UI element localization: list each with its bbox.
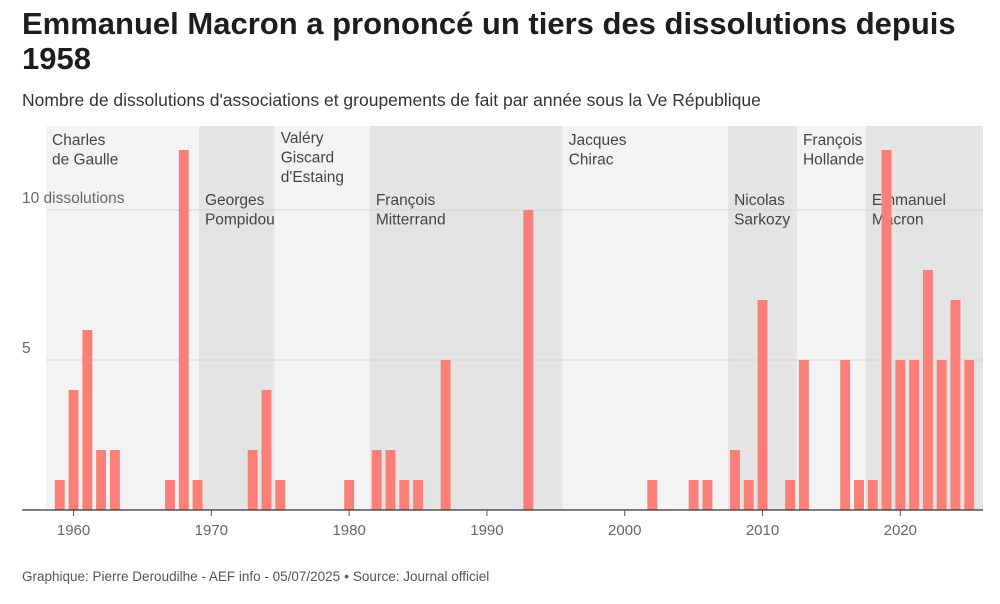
- x-tick-label: 2000: [608, 522, 641, 539]
- presidency-band: [369, 126, 563, 510]
- bar: [413, 480, 424, 510]
- bar: [54, 480, 65, 510]
- bar: [785, 480, 796, 510]
- bar: [165, 480, 175, 510]
- bar: [798, 360, 809, 510]
- presidency-band: [274, 126, 370, 510]
- x-tick-label: 1990: [470, 522, 503, 539]
- bar: [68, 390, 79, 510]
- bar: [867, 480, 878, 510]
- bar: [261, 390, 272, 510]
- x-tick-label: 1980: [332, 522, 365, 539]
- y-tick-label: 10 dissolutions: [22, 190, 125, 207]
- chart-footer: Graphique: Pierre Deroudilhe - AEF info …: [22, 569, 489, 584]
- bar: [385, 450, 396, 510]
- bar: [854, 480, 864, 510]
- bar: [275, 480, 286, 510]
- bar: [964, 360, 975, 510]
- presidency-label: François Hollande: [803, 132, 864, 169]
- presidency-label: Nicolas Sarkozy: [734, 192, 790, 229]
- bar: [922, 270, 933, 510]
- presidency-label: Charles de Gaulle: [52, 132, 118, 169]
- bar: [881, 150, 892, 510]
- presidency-label: Georges Pompidou: [205, 192, 275, 229]
- bar: [647, 480, 658, 510]
- bar: [895, 360, 906, 510]
- bar: [688, 480, 699, 510]
- footer-source: Source: Journal officiel: [352, 569, 490, 584]
- bar: [909, 360, 920, 510]
- x-tick-label: 2020: [884, 522, 917, 539]
- bar: [247, 450, 258, 510]
- x-tick-label: 2010: [746, 522, 779, 539]
- y-tick-label: 5: [22, 340, 31, 357]
- bar: [399, 480, 410, 510]
- bar: [936, 360, 947, 510]
- x-tick-label: 1960: [57, 522, 90, 539]
- bar: [82, 330, 93, 510]
- chart-title: Emmanuel Macron a prononcé un tiers des …: [22, 6, 956, 76]
- bar: [344, 480, 355, 510]
- bar: [950, 300, 961, 510]
- footer-credit: Graphique: Pierre Deroudilhe - AEF info …: [22, 569, 341, 584]
- bar: [96, 450, 107, 510]
- x-tick-label: 1970: [195, 522, 228, 539]
- bar: [109, 450, 120, 510]
- presidency-label: Valéry Giscard d'Estaing: [281, 130, 344, 186]
- bar: [702, 480, 713, 510]
- bar: [840, 360, 851, 510]
- bar: [743, 480, 754, 510]
- footer-separator: •: [344, 569, 349, 584]
- bar: [523, 210, 534, 510]
- bar: [730, 450, 740, 510]
- presidency-label: Jacques Chirac: [569, 132, 627, 169]
- presidency-label: François Mitterrand: [376, 192, 446, 229]
- bar: [371, 450, 382, 510]
- bar: [757, 300, 768, 510]
- bar: [192, 480, 203, 510]
- presidency-band: [562, 126, 729, 510]
- bar: [178, 150, 189, 510]
- bar: [440, 360, 451, 510]
- chart-subtitle: Nombre de dissolutions d'associations et…: [22, 90, 761, 110]
